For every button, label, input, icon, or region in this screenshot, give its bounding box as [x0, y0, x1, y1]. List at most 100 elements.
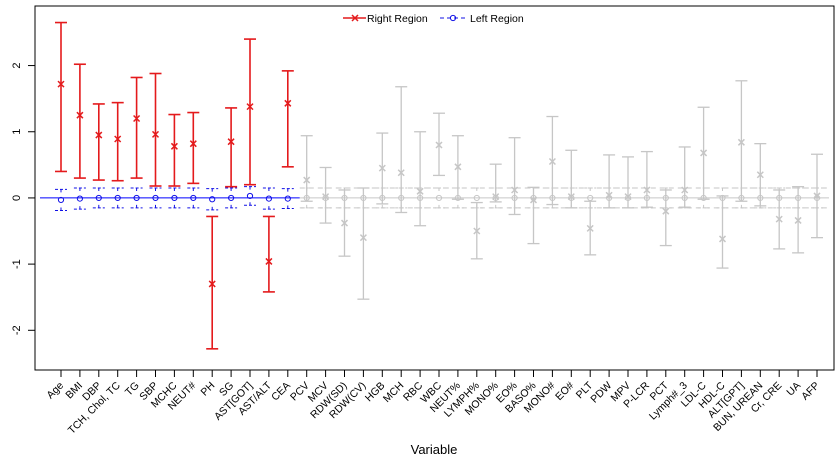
point-right-10: [246, 103, 254, 111]
legend-item-left-region: Left Region: [440, 13, 524, 25]
point-right-11: [265, 257, 273, 265]
point-right-35: [718, 235, 727, 243]
point-right-22: [473, 227, 481, 235]
x-tick-label: EO#: [553, 380, 576, 403]
point-right-16: [359, 234, 367, 242]
point-right-6: [170, 142, 178, 150]
point-right-4: [133, 114, 141, 123]
point-left-30: [624, 194, 632, 202]
point-left-38: [776, 194, 783, 202]
point-left-10: [246, 192, 254, 200]
point-left-12: [284, 195, 291, 202]
point-right-13: [303, 176, 311, 184]
point-right-21: [454, 163, 462, 171]
point-right-25: [529, 196, 538, 204]
point-left-34: [700, 194, 707, 202]
point-right-19: [416, 187, 424, 195]
point-right-17: [378, 164, 386, 172]
point-right-29: [605, 191, 613, 199]
point-left-31: [643, 194, 651, 202]
x-axis-label: Variable: [411, 442, 458, 457]
point-right-5: [151, 130, 160, 138]
point-left-33: [681, 194, 688, 202]
point-right-37: [756, 171, 764, 179]
point-left-13: [303, 194, 310, 202]
error-bars: [55, 21, 823, 350]
point-right-28: [586, 224, 594, 232]
point-right-2: [95, 131, 103, 139]
legend: Right Region Left Region: [343, 13, 524, 25]
y-tick-label: 2: [11, 63, 23, 69]
point-right-20: [435, 141, 443, 149]
point-right-33: [681, 186, 689, 194]
x-tick-label: BMI: [63, 380, 85, 402]
point-left-2: [95, 194, 102, 202]
point-left-37: [757, 194, 764, 202]
point-right-14: [322, 193, 330, 201]
legend-item-right-region: Right Region: [343, 13, 428, 25]
point-right-24: [511, 186, 519, 194]
point-right-34: [700, 149, 708, 157]
point-left-15: [341, 194, 348, 202]
point-left-14: [322, 194, 329, 202]
point-right-30: [624, 193, 632, 201]
point-left-11: [265, 195, 272, 202]
y-axis: -2 -1 0 1 2: [11, 63, 36, 335]
point-right-3: [114, 135, 122, 143]
point-right-40: [813, 192, 821, 200]
data-points: [57, 80, 821, 288]
y-tick-label: -1: [11, 259, 23, 269]
point-left-4: [133, 194, 140, 202]
point-right-9: [227, 138, 235, 146]
point-left-24: [511, 194, 518, 202]
x-tick-label: MCH: [381, 380, 406, 405]
point-left-7: [190, 194, 197, 202]
point-left-36: [738, 194, 745, 202]
point-right-32: [662, 207, 670, 215]
point-left-32: [662, 194, 669, 202]
point-right-12: [284, 99, 292, 107]
x-tick-label: Age: [44, 380, 66, 402]
point-left-0: [57, 196, 65, 204]
x-tick-label: PH: [199, 380, 218, 399]
x-tick-label: AFP: [799, 380, 822, 403]
y-tick-label: 1: [11, 129, 23, 135]
point-left-28: [587, 194, 594, 202]
point-left-6: [171, 194, 178, 202]
point-right-26: [548, 157, 556, 166]
point-right-23: [492, 193, 500, 201]
point-right-39: [794, 216, 802, 224]
point-right-38: [775, 215, 783, 223]
point-left-26: [549, 194, 556, 202]
point-left-35: [719, 194, 726, 202]
point-left-9: [228, 194, 235, 202]
point-left-5: [152, 194, 159, 202]
point-right-7: [189, 140, 197, 148]
point-left-27: [568, 194, 575, 202]
legend-label-right-region: Right Region: [367, 13, 428, 25]
point-right-0: [57, 80, 65, 88]
point-left-22: [473, 194, 480, 202]
point-left-8: [209, 196, 216, 203]
point-left-19: [417, 194, 424, 202]
point-left-23: [492, 194, 499, 202]
point-left-3: [114, 194, 121, 202]
y-tick-label: -2: [11, 325, 23, 335]
point-right-1: [76, 111, 84, 119]
point-left-21: [454, 194, 461, 202]
point-left-20: [435, 194, 443, 202]
y-tick-label: 0: [11, 195, 23, 201]
legend-label-left-region: Left Region: [470, 13, 524, 25]
point-right-36: [737, 138, 745, 146]
point-right-15: [340, 219, 349, 227]
point-right-31: [643, 186, 651, 194]
point-left-16: [360, 194, 367, 202]
point-right-27: [567, 193, 575, 201]
point-right-8: [208, 280, 216, 288]
point-left-1: [76, 195, 84, 202]
x-tick-label: CEA: [269, 380, 293, 404]
point-left-39: [795, 194, 802, 202]
point-right-18: [397, 169, 405, 177]
